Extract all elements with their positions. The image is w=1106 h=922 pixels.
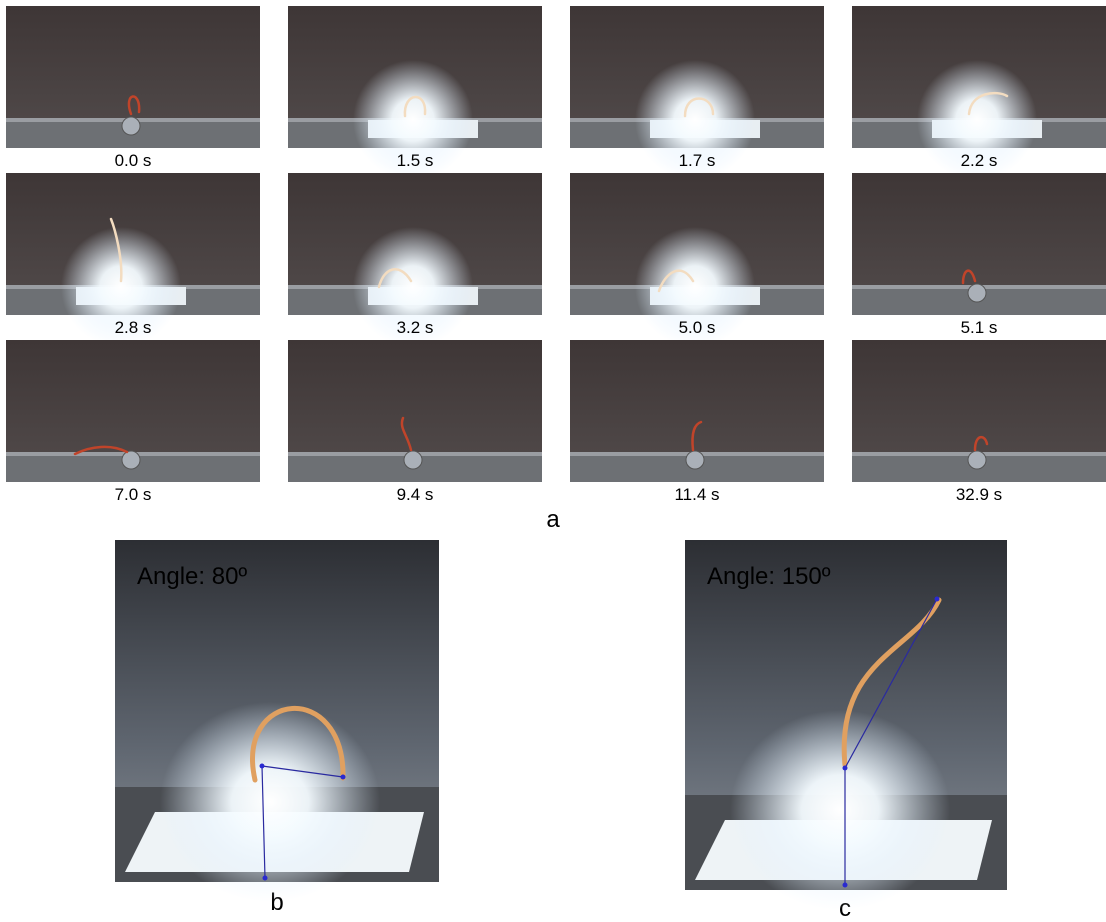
angle-point	[935, 597, 940, 602]
sample	[122, 451, 140, 469]
sample	[122, 117, 140, 135]
frame-background	[288, 340, 542, 452]
frame-time: 9.4 s	[397, 485, 434, 504]
frame-time: 5.1 s	[961, 318, 998, 337]
frame-time: 5.0 s	[679, 318, 716, 337]
angle-point	[263, 876, 268, 881]
angle-point	[341, 775, 346, 780]
photo	[115, 540, 439, 902]
angle-point	[260, 764, 265, 769]
frame-background	[6, 340, 260, 452]
sample	[968, 284, 986, 302]
figure: a b c 0.0 s1.5 s1.7 s2.2 s2.8 s3.2 s5.0 …	[0, 0, 1106, 922]
frame-time: 2.8 s	[115, 318, 152, 337]
frame-background	[852, 173, 1106, 285]
frame	[852, 173, 1106, 315]
sample	[968, 451, 986, 469]
glow	[160, 702, 380, 902]
page: a b c 0.0 s1.5 s1.7 s2.2 s2.8 s3.2 s5.0 …	[0, 0, 1106, 922]
angle-point	[843, 883, 848, 888]
sample	[404, 451, 422, 469]
frame-time: 7.0 s	[115, 485, 152, 504]
angle-annotation: Angle: 80º	[137, 563, 247, 590]
frame-time: 1.5 s	[397, 151, 434, 170]
panel-label: a	[546, 506, 560, 533]
frame	[852, 340, 1106, 482]
photo	[685, 540, 1007, 910]
frame-time: 1.7 s	[679, 151, 716, 170]
glow	[730, 710, 950, 910]
frame-time: 0.0 s	[115, 151, 152, 170]
frame	[6, 340, 260, 482]
frame-time: 2.2 s	[961, 151, 998, 170]
frame	[6, 6, 260, 148]
frame	[288, 340, 542, 482]
sample	[686, 451, 704, 469]
frame-background	[6, 6, 260, 118]
frame-background	[570, 340, 824, 452]
frame-time: 11.4 s	[674, 485, 719, 504]
frame	[570, 340, 824, 482]
angle-annotation: Angle: 150º	[707, 563, 831, 590]
frame-time: 32.9 s	[956, 485, 1002, 504]
frame-background	[852, 340, 1106, 452]
angle-point	[843, 766, 848, 771]
frame-time: 3.2 s	[397, 318, 434, 337]
